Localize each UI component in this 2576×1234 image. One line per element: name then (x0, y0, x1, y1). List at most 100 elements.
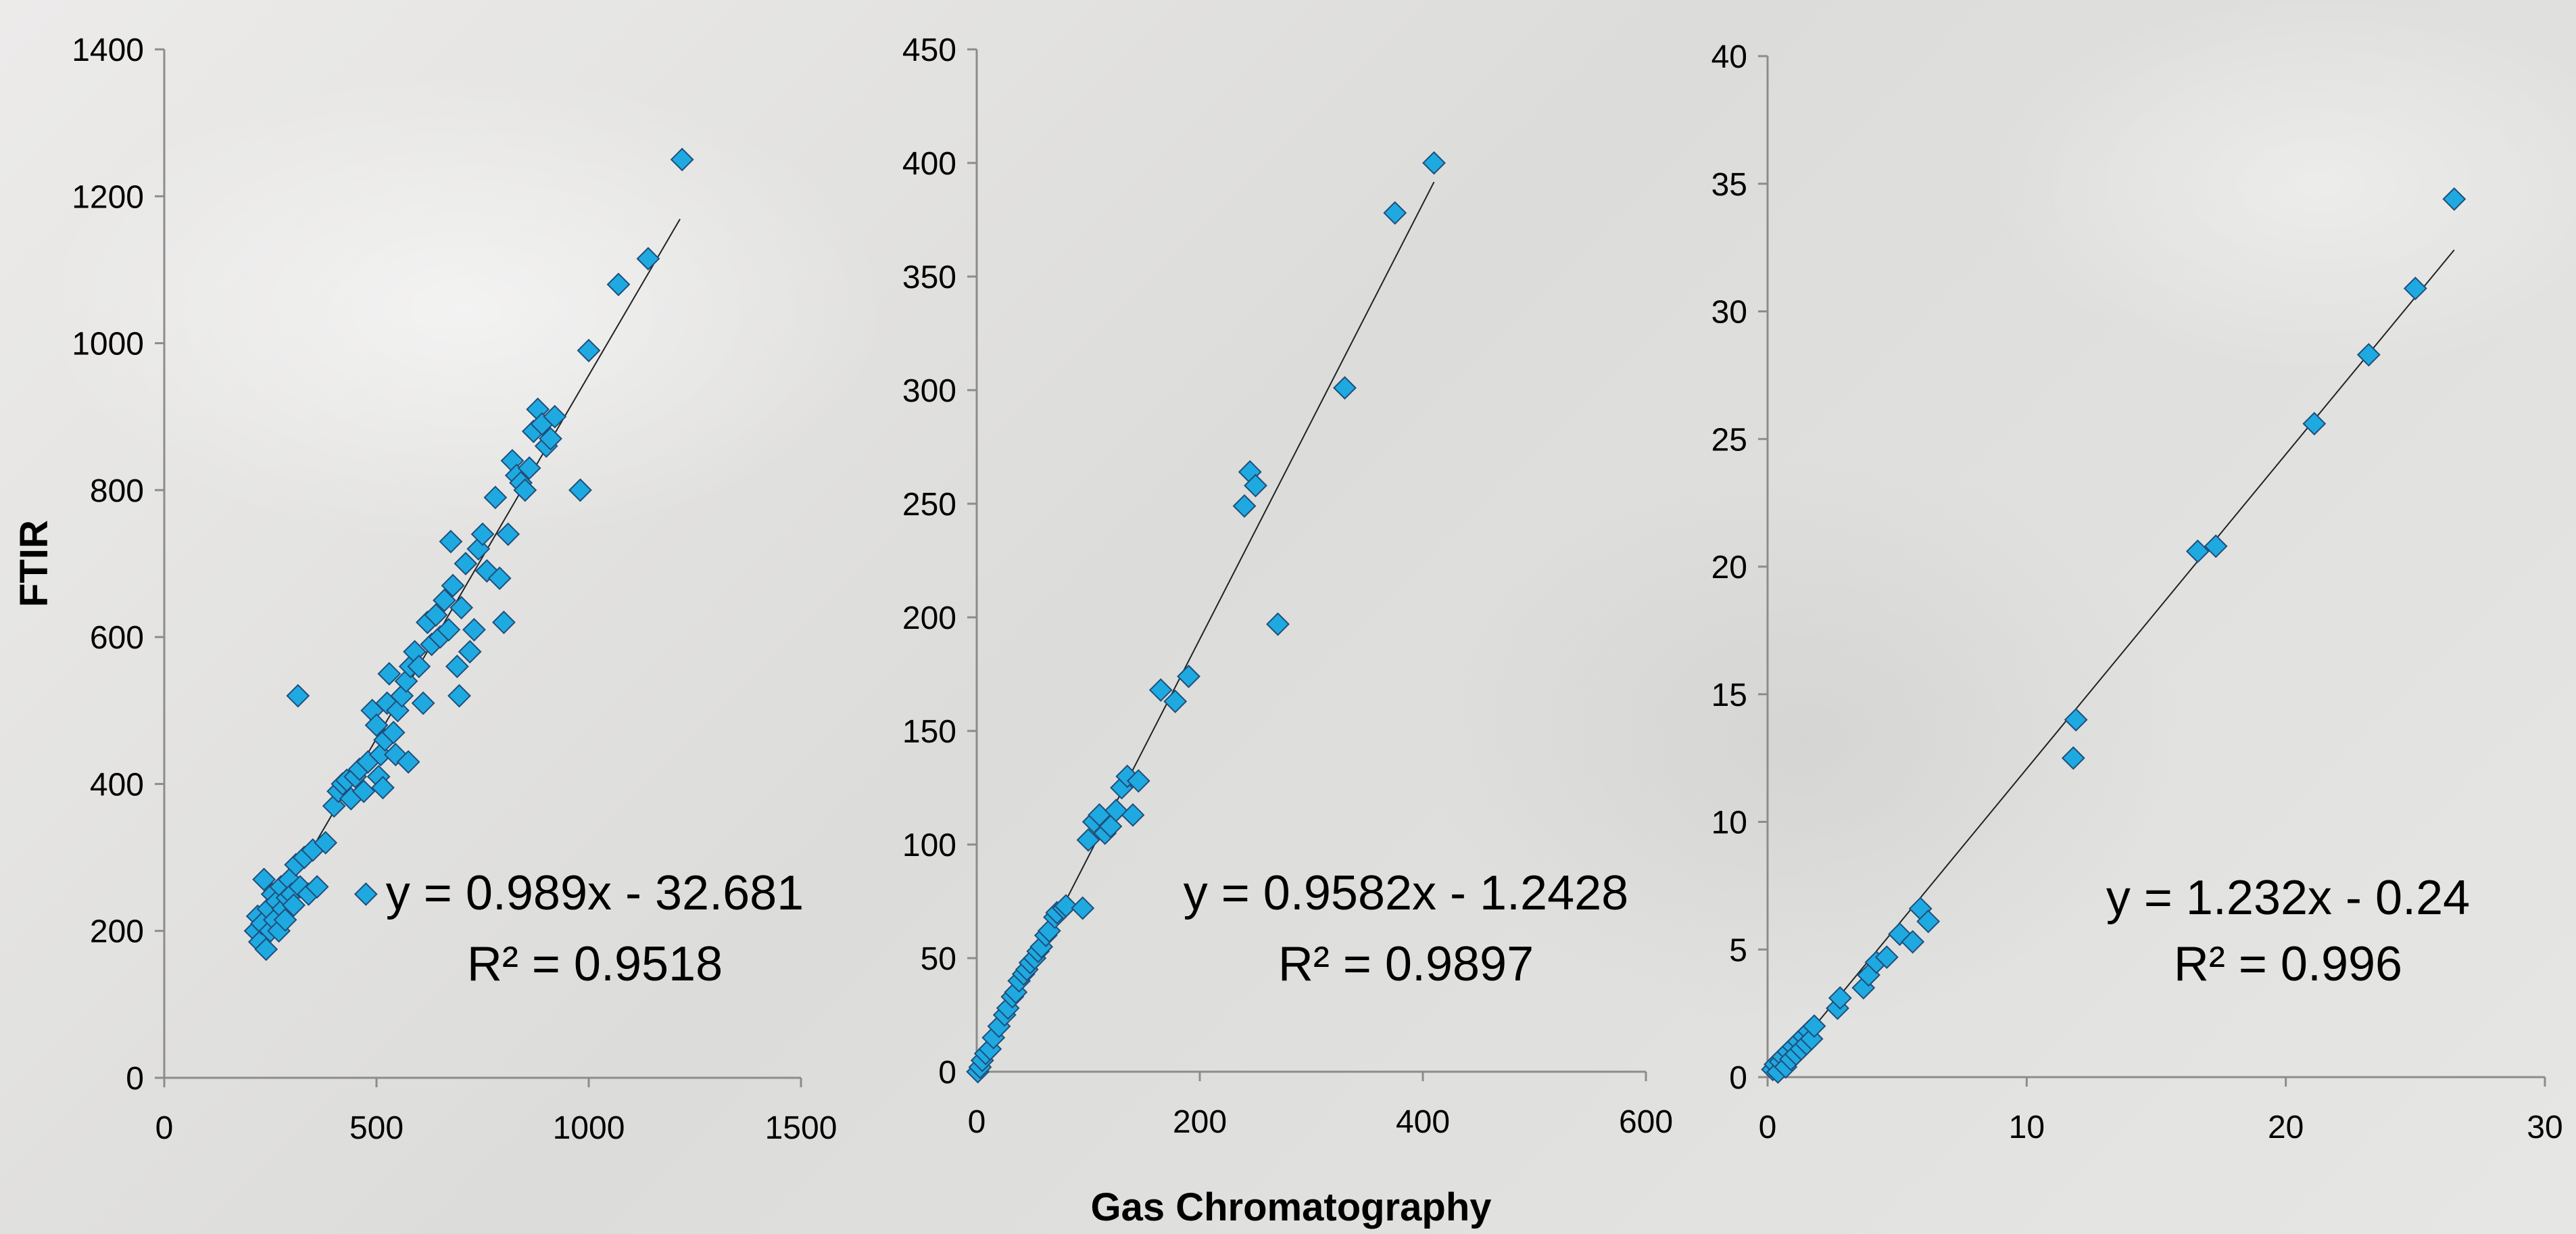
r-squared-label: R² = 0.996 (2174, 937, 2402, 991)
y-tick-label: 0 (1729, 1060, 1747, 1096)
x-tick-label: 0 (968, 1104, 986, 1140)
data-point (377, 662, 402, 686)
data-point (364, 713, 389, 737)
x-tick-label: 0 (1759, 1110, 1777, 1145)
data-point (282, 893, 306, 918)
y-tick-label: 0 (938, 1055, 956, 1091)
data-point (517, 456, 541, 480)
data-point (1802, 1014, 1826, 1038)
y-tick-label: 400 (902, 146, 956, 182)
chart-3: 0 5 10 15 20 25 30 35 40 0 10 20 30 y = 1.232x - 0.24… (1711, 39, 2563, 1145)
data-point (305, 875, 329, 899)
y-tick-label: 15 (1711, 678, 1747, 713)
data-point (539, 427, 562, 451)
data-point (1177, 664, 1200, 688)
x-tick-label: 0 (155, 1110, 174, 1146)
data-point (2403, 277, 2427, 300)
data-point (1126, 769, 1150, 793)
y-tick-label: 350 (902, 260, 956, 295)
data-point (1076, 828, 1100, 852)
data-point (2302, 412, 2327, 436)
data-point (1916, 909, 1941, 934)
data-point (449, 596, 474, 620)
y-tick-label: 1000 (72, 327, 144, 362)
regression-equation: y = 1.232x - 0.24 (2106, 871, 2470, 925)
y-tick-label: 50 (921, 941, 956, 977)
data-point (411, 691, 435, 715)
y-tick-label: 300 (902, 373, 956, 409)
y-tick-label: 100 (902, 828, 956, 863)
data-point (286, 684, 310, 708)
data-point (1232, 494, 1257, 518)
data-point (577, 339, 601, 362)
x-tick-label: 1500 (765, 1110, 837, 1146)
y-tick-label: 10 (1711, 805, 1747, 841)
y-tick-label: 40 (1711, 39, 1747, 75)
x-tick-label: 10 (2009, 1110, 2045, 1145)
x-tick-label: 600 (1619, 1104, 1673, 1140)
data-point (314, 830, 338, 855)
data-point (441, 573, 465, 598)
x-tick-label: 20 (2268, 1110, 2304, 1145)
data-point (491, 611, 516, 634)
data-point (462, 617, 486, 642)
x-tick-label: 500 (349, 1110, 404, 1146)
data-point (1266, 612, 1290, 636)
data-point (543, 404, 567, 429)
y-axis-title: FTIR (12, 520, 56, 607)
data-point (354, 882, 378, 906)
data-point (437, 617, 461, 642)
data-point (1163, 689, 1188, 713)
x-tick-label: 200 (1173, 1104, 1227, 1140)
data-point (1244, 473, 1267, 498)
data-point (454, 552, 478, 575)
data-point (1901, 930, 1925, 954)
data-point (1104, 799, 1128, 823)
data-point (496, 522, 520, 546)
chart-1: 0 200 400 600 800 1000 1200 1400 0 500 1000 1500 FTI… (12, 32, 837, 1146)
y-tick-label: 800 (90, 473, 144, 509)
data-point (1071, 896, 1095, 920)
data-point (2064, 708, 2088, 732)
y-tick-label: 1200 (72, 179, 144, 215)
data-point (1383, 201, 1407, 225)
r-squared-label: R² = 0.9518 (467, 937, 723, 991)
regression-equation: y = 0.989x - 32.681 (386, 866, 804, 920)
data-point (2442, 187, 2466, 211)
y-tick-label: 5 (1729, 932, 1747, 968)
data-point (2185, 539, 2210, 563)
trendline (255, 218, 681, 946)
data-point (1874, 945, 1899, 969)
y-tick-label: 200 (902, 600, 956, 636)
y-tick-label: 20 (1711, 550, 1747, 586)
data-point (447, 684, 471, 708)
data-point (1148, 678, 1173, 702)
y-tick-label: 250 (902, 487, 956, 523)
chart-2: 0 50 100 150 200 250 300 350 400 450 0 200 400 600 y =… (902, 32, 1673, 1140)
data-point (1422, 151, 1446, 175)
y-tick-label: 150 (902, 714, 956, 750)
data-point (273, 908, 297, 932)
data-point (636, 247, 660, 271)
x-tick-label: 400 (1396, 1104, 1450, 1140)
data-point (381, 720, 406, 744)
data-point (487, 566, 512, 590)
r-squared-label: R² = 0.9897 (1278, 937, 1534, 991)
data-point (568, 478, 592, 502)
regression-equation: y = 0.9582x - 1.2428 (1184, 866, 1628, 920)
data-point (424, 603, 448, 627)
data-point (433, 588, 456, 613)
data-point (458, 640, 482, 664)
data-point (254, 937, 278, 962)
y-tick-label: 1400 (72, 32, 144, 68)
data-point (439, 529, 463, 554)
data-point (1054, 894, 1078, 918)
data-point (407, 655, 431, 679)
y-tick-label: 0 (126, 1061, 144, 1097)
y-tick-label: 450 (902, 32, 956, 68)
y-tick-label: 30 (1711, 295, 1747, 331)
data-point (351, 779, 376, 803)
data-point (445, 655, 469, 679)
y-tick-label: 600 (90, 620, 144, 656)
